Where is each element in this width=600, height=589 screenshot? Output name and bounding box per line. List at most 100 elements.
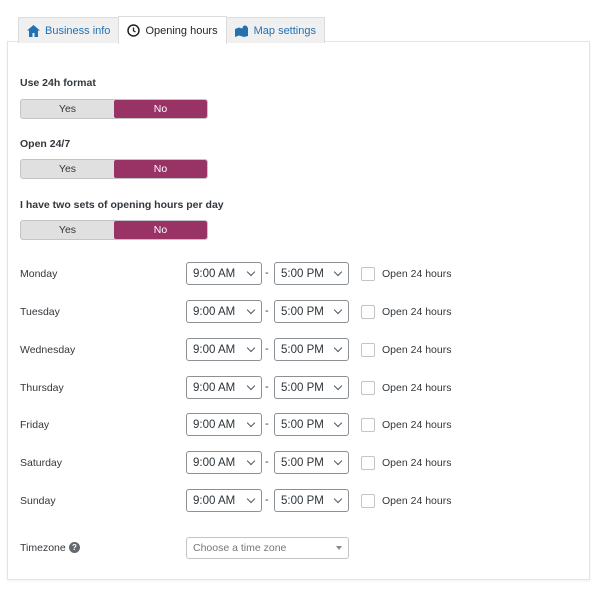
tab-label: Opening hours	[145, 24, 218, 37]
chevron-down-icon	[246, 381, 256, 391]
close-time-value: 5:00 PM	[281, 418, 324, 431]
close-time-value: 5:00 PM	[281, 343, 324, 356]
setting-label-24h: Use 24h format	[20, 77, 96, 89]
time-separator: -	[265, 305, 269, 317]
timezone-label: Timezone	[20, 542, 66, 554]
day-name: Sunday	[20, 495, 56, 507]
no-option[interactable]: No	[114, 160, 207, 178]
tab-label: Map settings	[253, 24, 316, 37]
open-time-value: 9:00 AM	[193, 305, 236, 318]
open-time-select[interactable]: 9:00 AM	[186, 489, 262, 512]
time-separator: -	[265, 343, 269, 355]
open-24-hours-label: Open 24 hours	[382, 457, 452, 469]
caret-down-icon	[336, 546, 342, 550]
toggle-open-247[interactable]: Yes No	[20, 159, 208, 179]
day-row: Wednesday 9:00 AM - 5:00 PM Open 24 hour…	[0, 338, 600, 362]
close-time-select[interactable]: 5:00 PM	[274, 451, 349, 474]
chevron-down-icon	[333, 418, 343, 428]
open-time-value: 9:00 AM	[193, 418, 236, 431]
open-24-hours-label: Open 24 hours	[382, 495, 452, 507]
yes-option[interactable]: Yes	[58, 224, 77, 236]
close-time-value: 5:00 PM	[281, 381, 324, 394]
tab-business-info[interactable]: Business info	[18, 17, 120, 43]
close-time-select[interactable]: 5:00 PM	[274, 262, 349, 285]
open-24-hours-label: Open 24 hours	[382, 344, 452, 356]
day-name: Wednesday	[20, 344, 76, 356]
home-icon	[27, 24, 40, 37]
open-time-select[interactable]: 9:00 AM	[186, 262, 262, 285]
open-time-select[interactable]: 9:00 AM	[186, 376, 262, 399]
yes-option[interactable]: Yes	[58, 103, 77, 115]
open-time-select[interactable]: 9:00 AM	[186, 451, 262, 474]
timezone-row: Timezone ? Choose a time zone	[0, 537, 600, 561]
chevron-down-icon	[333, 456, 343, 466]
help-icon[interactable]: ?	[69, 542, 80, 553]
day-name: Thursday	[20, 382, 64, 394]
time-separator: -	[265, 418, 269, 430]
open-24-hours-checkbox[interactable]	[361, 267, 375, 281]
close-time-value: 5:00 PM	[281, 456, 324, 469]
day-row: Monday 9:00 AM - 5:00 PM Open 24 hours	[0, 262, 600, 286]
day-row: Friday 9:00 AM - 5:00 PM Open 24 hours	[0, 413, 600, 437]
chevron-down-icon	[333, 343, 343, 353]
tab-map-settings[interactable]: Map settings	[225, 17, 325, 43]
open-24-hours-label: Open 24 hours	[382, 382, 452, 394]
setting-label-open-247: Open 24/7	[20, 138, 71, 150]
tab-bar: Business info Opening hours Map settings	[18, 15, 325, 44]
toggle-two-sets[interactable]: Yes No	[20, 220, 208, 240]
no-option[interactable]: No	[114, 100, 207, 118]
open-time-select[interactable]: 9:00 AM	[186, 338, 262, 361]
tab-label: Business info	[45, 24, 111, 37]
timezone-select[interactable]: Choose a time zone	[186, 537, 349, 559]
close-time-select[interactable]: 5:00 PM	[274, 300, 349, 323]
day-row: Sunday 9:00 AM - 5:00 PM Open 24 hours	[0, 489, 600, 513]
close-time-select[interactable]: 5:00 PM	[274, 489, 349, 512]
chevron-down-icon	[333, 494, 343, 504]
open-24-hours-label: Open 24 hours	[382, 419, 452, 431]
day-row: Thursday 9:00 AM - 5:00 PM Open 24 hours	[0, 376, 600, 400]
open-time-value: 9:00 AM	[193, 494, 236, 507]
yes-option[interactable]: Yes	[58, 163, 77, 175]
chevron-down-icon	[333, 305, 343, 315]
open-24-hours-checkbox[interactable]	[361, 494, 375, 508]
open-24-hours-label: Open 24 hours	[382, 268, 452, 280]
time-separator: -	[265, 456, 269, 468]
open-24-hours-checkbox[interactable]	[361, 305, 375, 319]
chevron-down-icon	[246, 343, 256, 353]
time-separator: -	[265, 267, 269, 279]
time-separator: -	[265, 381, 269, 393]
day-row: Saturday 9:00 AM - 5:00 PM Open 24 hours	[0, 451, 600, 475]
chevron-down-icon	[333, 381, 343, 391]
setting-label-two-sets: I have two sets of opening hours per day	[20, 199, 224, 211]
open-time-value: 9:00 AM	[193, 456, 236, 469]
open-time-value: 9:00 AM	[193, 343, 236, 356]
timezone-placeholder: Choose a time zone	[193, 542, 287, 554]
open-24-hours-checkbox[interactable]	[361, 456, 375, 470]
open-time-select[interactable]: 9:00 AM	[186, 413, 262, 436]
close-time-select[interactable]: 5:00 PM	[274, 376, 349, 399]
toggle-24h-format[interactable]: Yes No	[20, 99, 208, 119]
close-time-select[interactable]: 5:00 PM	[274, 413, 349, 436]
open-24-hours-label: Open 24 hours	[382, 306, 452, 318]
chevron-down-icon	[246, 494, 256, 504]
chevron-down-icon	[246, 456, 256, 466]
close-time-value: 5:00 PM	[281, 305, 324, 318]
open-24-hours-checkbox[interactable]	[361, 343, 375, 357]
tab-opening-hours[interactable]: Opening hours	[118, 16, 227, 44]
map-icon	[234, 25, 248, 37]
close-time-value: 5:00 PM	[281, 494, 324, 507]
close-time-value: 5:00 PM	[281, 267, 324, 280]
close-time-select[interactable]: 5:00 PM	[274, 338, 349, 361]
chevron-down-icon	[246, 267, 256, 277]
chevron-down-icon	[246, 305, 256, 315]
open-time-select[interactable]: 9:00 AM	[186, 300, 262, 323]
open-24-hours-checkbox[interactable]	[361, 418, 375, 432]
chevron-down-icon	[333, 267, 343, 277]
day-name: Tuesday	[20, 306, 60, 318]
day-row: Tuesday 9:00 AM - 5:00 PM Open 24 hours	[0, 300, 600, 324]
open-time-value: 9:00 AM	[193, 381, 236, 394]
day-name: Friday	[20, 419, 50, 431]
time-separator: -	[265, 494, 269, 506]
open-24-hours-checkbox[interactable]	[361, 381, 375, 395]
no-option[interactable]: No	[114, 221, 207, 239]
